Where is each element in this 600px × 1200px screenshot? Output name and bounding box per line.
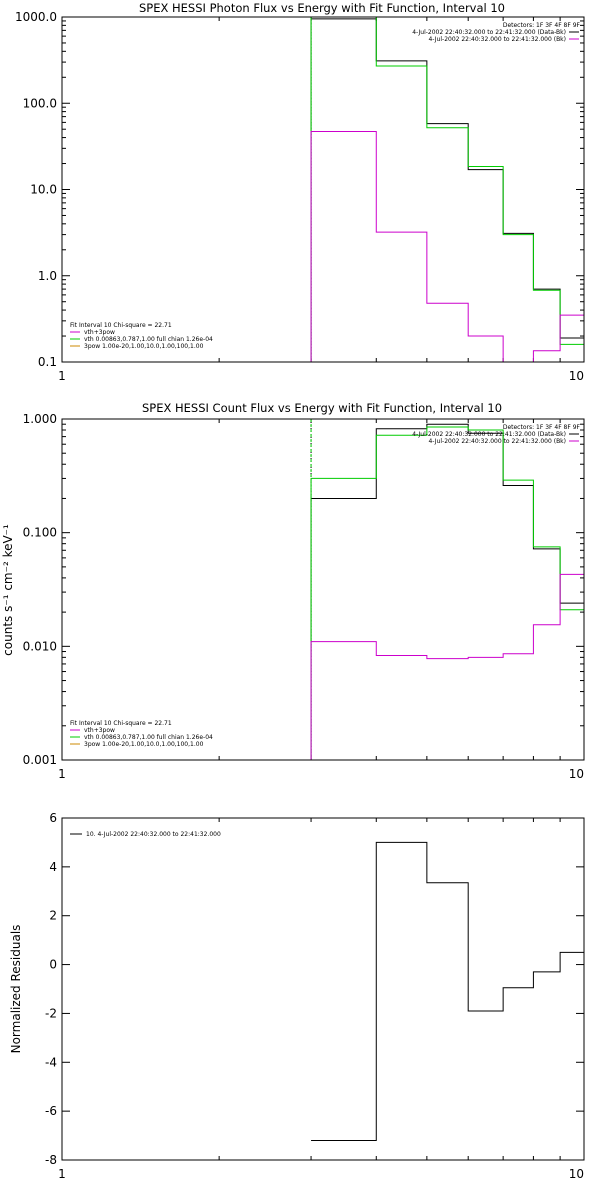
photon-flux-top-legend-header: Detectors: 1F 3F 4F 8F 9F <box>503 22 581 29</box>
residuals-y-tick-label: 4 <box>49 860 57 874</box>
photon-flux-x-tick-label: 10 <box>569 369 584 383</box>
count-flux-series-1-line <box>310 426 584 760</box>
residuals-plot-area: -8 -6 -4 -2 0 2 4 6 1 10 10. 4-Jul-2002 22:40:32.0… <box>45 811 585 1181</box>
photon-flux-series-0-line <box>310 18 584 362</box>
count-flux-series-0-line <box>310 423 584 760</box>
photon-flux-y-tick-label: 100.0 <box>23 96 57 110</box>
count-flux-bottom-legend-entry: 3pow 1.00e-20,1.00,10.0,1.00,100,1.00 <box>84 741 204 748</box>
residuals-x-tick-label: 1 <box>58 1167 66 1181</box>
count-flux-x-tick-label: 1 <box>58 767 66 781</box>
photon-flux-y-tick-label: 0.1 <box>38 355 57 369</box>
residuals-x-tick-label: 10 <box>569 1167 584 1181</box>
count-flux-y-tick-label: 0.100 <box>23 526 57 540</box>
photon-flux-panel: SPEX HESSI Photon Flux vs Energy with Fi… <box>15 1 585 383</box>
residuals-y-tick-label: -4 <box>45 1055 57 1069</box>
residuals-series-0-line <box>311 841 584 1141</box>
residuals-y-tick-label: -2 <box>45 1006 57 1020</box>
count-flux-x-tick-label: 10 <box>569 767 584 781</box>
count-flux-top-legend-entry: 4-Jul-2002 22:40:32.000 to 22:41:32.000 … <box>428 438 566 445</box>
count-flux-bottom-legend-entry: vth+3pow <box>84 727 115 734</box>
residuals-y-axis-title: Normalized Residuals <box>9 925 23 1054</box>
count-flux-plot-frame <box>61 418 585 761</box>
photon-flux-y-tick-label: 10.0 <box>30 183 57 197</box>
count-flux-panel: SPEX HESSI Count Flux vs Energy with Fit… <box>1 401 585 781</box>
photon-flux-y-tick-label: 1000.0 <box>15 10 57 24</box>
count-flux-y-tick-label: 0.010 <box>23 639 57 653</box>
photon-flux-title: SPEX HESSI Photon Flux vs Energy with Fi… <box>139 1 505 15</box>
photon-flux-bottom-legend-entry: vth 0.00863,0.787,1.00 full chian 1.26e-… <box>84 336 213 343</box>
count-flux-y-tick-label: 1.000 <box>23 412 57 426</box>
photon-flux-y-tick-label: 1.0 <box>38 269 57 283</box>
photon-flux-top-legend-entry: 4-Jul-2002 22:40:32.000 to 22:41:32.000 … <box>412 29 566 36</box>
photon-flux-bottom-legend-entry: vth+3pow <box>84 329 115 336</box>
count-flux-bottom-legend-header: Fit Interval 10 Chi-square = 22.71 <box>70 720 172 727</box>
photon-flux-series-1-line <box>310 16 584 362</box>
photon-flux-series-2-line <box>310 131 584 363</box>
residuals-y-tick-label: 2 <box>49 909 57 923</box>
count-flux-y-axis-title: counts s⁻¹ cm⁻² keV⁻¹ <box>1 524 15 656</box>
photon-flux-x-tick-label: 1 <box>58 369 66 383</box>
residuals-panel: Normalized Residuals -8 -6 -4 -2 0 2 4 6 1 10 10. … <box>9 811 585 1181</box>
residuals-y-tick-label: -6 <box>45 1104 57 1118</box>
residuals-plot-frame <box>61 817 585 1161</box>
count-flux-series-2-line <box>310 573 584 760</box>
photon-flux-plot-area: 0.1 1.0 10.0 100.0 1000.0 1 10 Detectors: 1F 3F… <box>15 10 585 383</box>
count-flux-bottom-legend-entry: vth 0.00863,0.787,1.00 full chian 1.26e-… <box>84 734 213 741</box>
count-flux-y-tick-label: 0.001 <box>23 753 57 767</box>
residuals-legend-entry: 10. 4-Jul-2002 22:40:32.000 to 22:41:32.… <box>86 831 221 838</box>
residuals-y-tick-label: -8 <box>45 1153 57 1167</box>
residuals-y-tick-label: 6 <box>49 811 57 825</box>
count-flux-plot-area: 0.001 0.010 0.100 1.000 1 10 Detectors: 1F 3F … <box>23 412 585 781</box>
photon-flux-bottom-legend-header: Fit Interval 10 Chi-square = 22.71 <box>70 322 172 329</box>
count-flux-top-legend-entry: 4-Jul-2002 22:40:32.000 to 22:41:32.000 … <box>412 431 566 438</box>
count-flux-title: SPEX HESSI Count Flux vs Energy with Fit… <box>142 401 502 415</box>
photon-flux-plot-frame <box>61 16 585 363</box>
residuals-y-tick-label: 0 <box>49 958 57 972</box>
photon-flux-top-legend-entry: 4-Jul-2002 22:40:32.000 to 22:41:32.000 … <box>428 36 566 43</box>
count-flux-top-legend-header: Detectors: 1F 3F 4F 8F 9F <box>503 424 581 431</box>
photon-flux-bottom-legend-entry: 3pow 1.00e-20,1.00,10.0,1.00,100,1.00 <box>84 343 204 350</box>
